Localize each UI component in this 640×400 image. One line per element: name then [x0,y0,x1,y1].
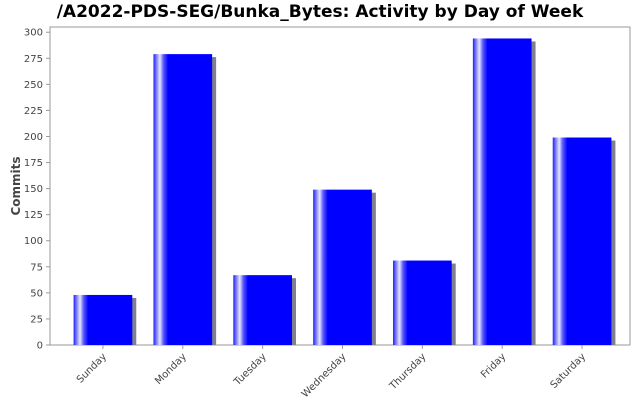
y-tick-label: 300 [24,28,43,39]
bar-thursday[interactable] [393,260,452,345]
y-tick-label: 0 [37,341,43,352]
y-tick-label: 175 [24,158,43,169]
chart-title: /A2022-PDS-SEG/Bunka_Bytes: Activity by … [56,2,584,22]
y-axis-label: Commits [9,156,23,215]
x-tick-label: Thursday [387,351,428,392]
bar-saturday[interactable] [552,137,612,345]
y-tick-label: 250 [24,80,43,91]
y-tick-label: 275 [24,54,43,65]
bars-group [73,38,616,346]
bar-friday[interactable] [472,38,532,346]
y-axis: 0 25 50 75 100 125 150 175 200 225 250 275 300 [24,28,50,352]
bar-tuesday[interactable] [233,275,292,345]
x-tick-label: Sunday [75,351,109,385]
y-tick-label: 100 [24,236,43,247]
y-tick-label: 50 [30,288,43,299]
x-tick-label: Saturday [549,351,589,391]
bar-wednesday[interactable] [313,189,372,345]
bar-monday[interactable] [153,54,213,346]
y-tick-label: 200 [24,132,43,143]
x-axis: Sunday Monday Tuesday Wednesday Thursday Frid… [75,345,588,400]
x-tick-label: Wednesday [300,351,349,400]
y-tick-label: 225 [24,106,43,117]
y-tick-label: 75 [30,262,43,273]
y-tick-label: 25 [30,314,43,325]
x-tick-label: Monday [153,351,189,387]
x-tick-label: Tuesday [232,351,269,388]
x-tick-label: Friday [479,351,508,380]
y-tick-label: 150 [24,184,43,195]
bar-sunday[interactable] [73,294,133,345]
y-tick-label: 125 [24,210,43,221]
